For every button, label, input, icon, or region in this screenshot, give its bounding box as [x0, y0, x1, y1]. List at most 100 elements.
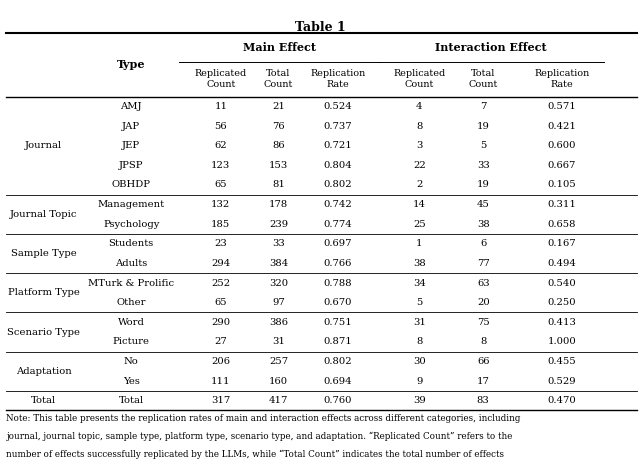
- Text: 417: 417: [269, 396, 288, 405]
- Text: 27: 27: [214, 337, 227, 347]
- Text: 0.667: 0.667: [548, 161, 576, 170]
- Text: 45: 45: [477, 200, 490, 209]
- Text: 0.524: 0.524: [324, 102, 352, 111]
- Text: 30: 30: [413, 357, 426, 366]
- Text: 0.788: 0.788: [324, 278, 352, 288]
- Text: 0.766: 0.766: [324, 259, 352, 268]
- Text: 160: 160: [269, 376, 288, 386]
- Text: Psychology: Psychology: [103, 219, 159, 229]
- Text: 19: 19: [477, 121, 490, 131]
- Text: 5: 5: [416, 298, 422, 307]
- Text: Platform Type: Platform Type: [8, 288, 79, 297]
- Text: Adults: Adults: [115, 259, 147, 268]
- Text: 97: 97: [272, 298, 285, 307]
- Text: Total
Count: Total Count: [468, 70, 498, 89]
- Text: 7: 7: [480, 102, 486, 111]
- Text: Other: Other: [116, 298, 146, 307]
- Text: 0.871: 0.871: [324, 337, 352, 347]
- Text: 62: 62: [214, 141, 227, 150]
- Text: 65: 65: [214, 180, 227, 190]
- Text: 33: 33: [272, 239, 285, 248]
- Text: Journal Topic: Journal Topic: [10, 210, 77, 219]
- Text: 252: 252: [211, 278, 230, 288]
- Text: Main Effect: Main Effect: [243, 42, 316, 53]
- Text: 6: 6: [480, 239, 486, 248]
- Text: 31: 31: [413, 318, 426, 327]
- Text: 153: 153: [269, 161, 288, 170]
- Text: 75: 75: [477, 318, 490, 327]
- Text: journal, journal topic, sample type, platform type, scenario type, and adaptatio: journal, journal topic, sample type, pla…: [6, 432, 513, 441]
- Text: 0.760: 0.760: [324, 396, 352, 405]
- Text: 38: 38: [413, 259, 426, 268]
- Text: 386: 386: [269, 318, 288, 327]
- Text: 9: 9: [416, 376, 422, 386]
- Text: 39: 39: [413, 396, 426, 405]
- Text: 3: 3: [416, 141, 422, 150]
- Text: 0.697: 0.697: [324, 239, 352, 248]
- Text: 34: 34: [413, 278, 426, 288]
- Text: 2: 2: [416, 180, 422, 190]
- Text: Replication
Rate: Replication Rate: [310, 70, 365, 89]
- Text: 14: 14: [413, 200, 426, 209]
- Text: 0.802: 0.802: [324, 357, 352, 366]
- Text: Interaction Effect: Interaction Effect: [435, 42, 547, 53]
- Text: No: No: [124, 357, 139, 366]
- Text: 17: 17: [477, 376, 490, 386]
- Text: 0.529: 0.529: [548, 376, 576, 386]
- Text: Total
Count: Total Count: [264, 70, 293, 89]
- Text: 66: 66: [477, 357, 490, 366]
- Text: 38: 38: [477, 219, 490, 229]
- Text: Replicated
Count: Replicated Count: [195, 70, 247, 89]
- Text: Type: Type: [117, 59, 145, 70]
- Text: 185: 185: [211, 219, 230, 229]
- Text: 23: 23: [214, 239, 227, 248]
- Text: 0.802: 0.802: [324, 180, 352, 190]
- Text: 20: 20: [477, 298, 490, 307]
- Text: Note: This table presents the replication rates of main and interaction effects : Note: This table presents the replicatio…: [6, 414, 521, 423]
- Text: 123: 123: [211, 161, 230, 170]
- Text: 0.751: 0.751: [324, 318, 352, 327]
- Text: Adaptation: Adaptation: [15, 367, 72, 376]
- Text: Table 1: Table 1: [294, 21, 346, 34]
- Text: Students: Students: [109, 239, 154, 248]
- Text: number of effects successfully replicated by the LLMs, while “Total Count” indic: number of effects successfully replicate…: [6, 450, 504, 459]
- Text: 0.774: 0.774: [324, 219, 352, 229]
- Text: OBHDP: OBHDP: [112, 180, 150, 190]
- Text: 65: 65: [214, 298, 227, 307]
- Text: 0.455: 0.455: [548, 357, 576, 366]
- Text: Sample Type: Sample Type: [11, 249, 76, 258]
- Text: 56: 56: [214, 121, 227, 131]
- Text: Journal: Journal: [25, 141, 62, 150]
- Text: 0.311: 0.311: [547, 200, 577, 209]
- Text: Scenario Type: Scenario Type: [7, 327, 80, 337]
- Text: 0.742: 0.742: [324, 200, 352, 209]
- Text: 77: 77: [477, 259, 490, 268]
- Text: AMJ: AMJ: [120, 102, 142, 111]
- Text: 8: 8: [416, 121, 422, 131]
- Text: 384: 384: [269, 259, 288, 268]
- Text: JPSP: JPSP: [119, 161, 143, 170]
- Text: 206: 206: [211, 357, 230, 366]
- Text: 8: 8: [416, 337, 422, 347]
- Text: 0.494: 0.494: [547, 259, 577, 268]
- Text: 294: 294: [211, 259, 230, 268]
- Text: 33: 33: [477, 161, 490, 170]
- Text: 0.658: 0.658: [548, 219, 576, 229]
- Text: 0.167: 0.167: [548, 239, 576, 248]
- Text: 11: 11: [214, 102, 227, 111]
- Text: 31: 31: [272, 337, 285, 347]
- Text: MTurk & Prolific: MTurk & Prolific: [88, 278, 174, 288]
- Text: 5: 5: [480, 141, 486, 150]
- Text: Total: Total: [118, 396, 144, 405]
- Text: 0.421: 0.421: [547, 121, 577, 131]
- Text: 63: 63: [477, 278, 490, 288]
- Text: 178: 178: [269, 200, 288, 209]
- Text: 0.250: 0.250: [548, 298, 576, 307]
- Text: 0.470: 0.470: [548, 396, 576, 405]
- Text: Word: Word: [118, 318, 145, 327]
- Text: 0.737: 0.737: [324, 121, 352, 131]
- Text: 0.105: 0.105: [548, 180, 576, 190]
- Text: 0.670: 0.670: [324, 298, 352, 307]
- Text: 1: 1: [416, 239, 422, 248]
- Text: 0.721: 0.721: [324, 141, 352, 150]
